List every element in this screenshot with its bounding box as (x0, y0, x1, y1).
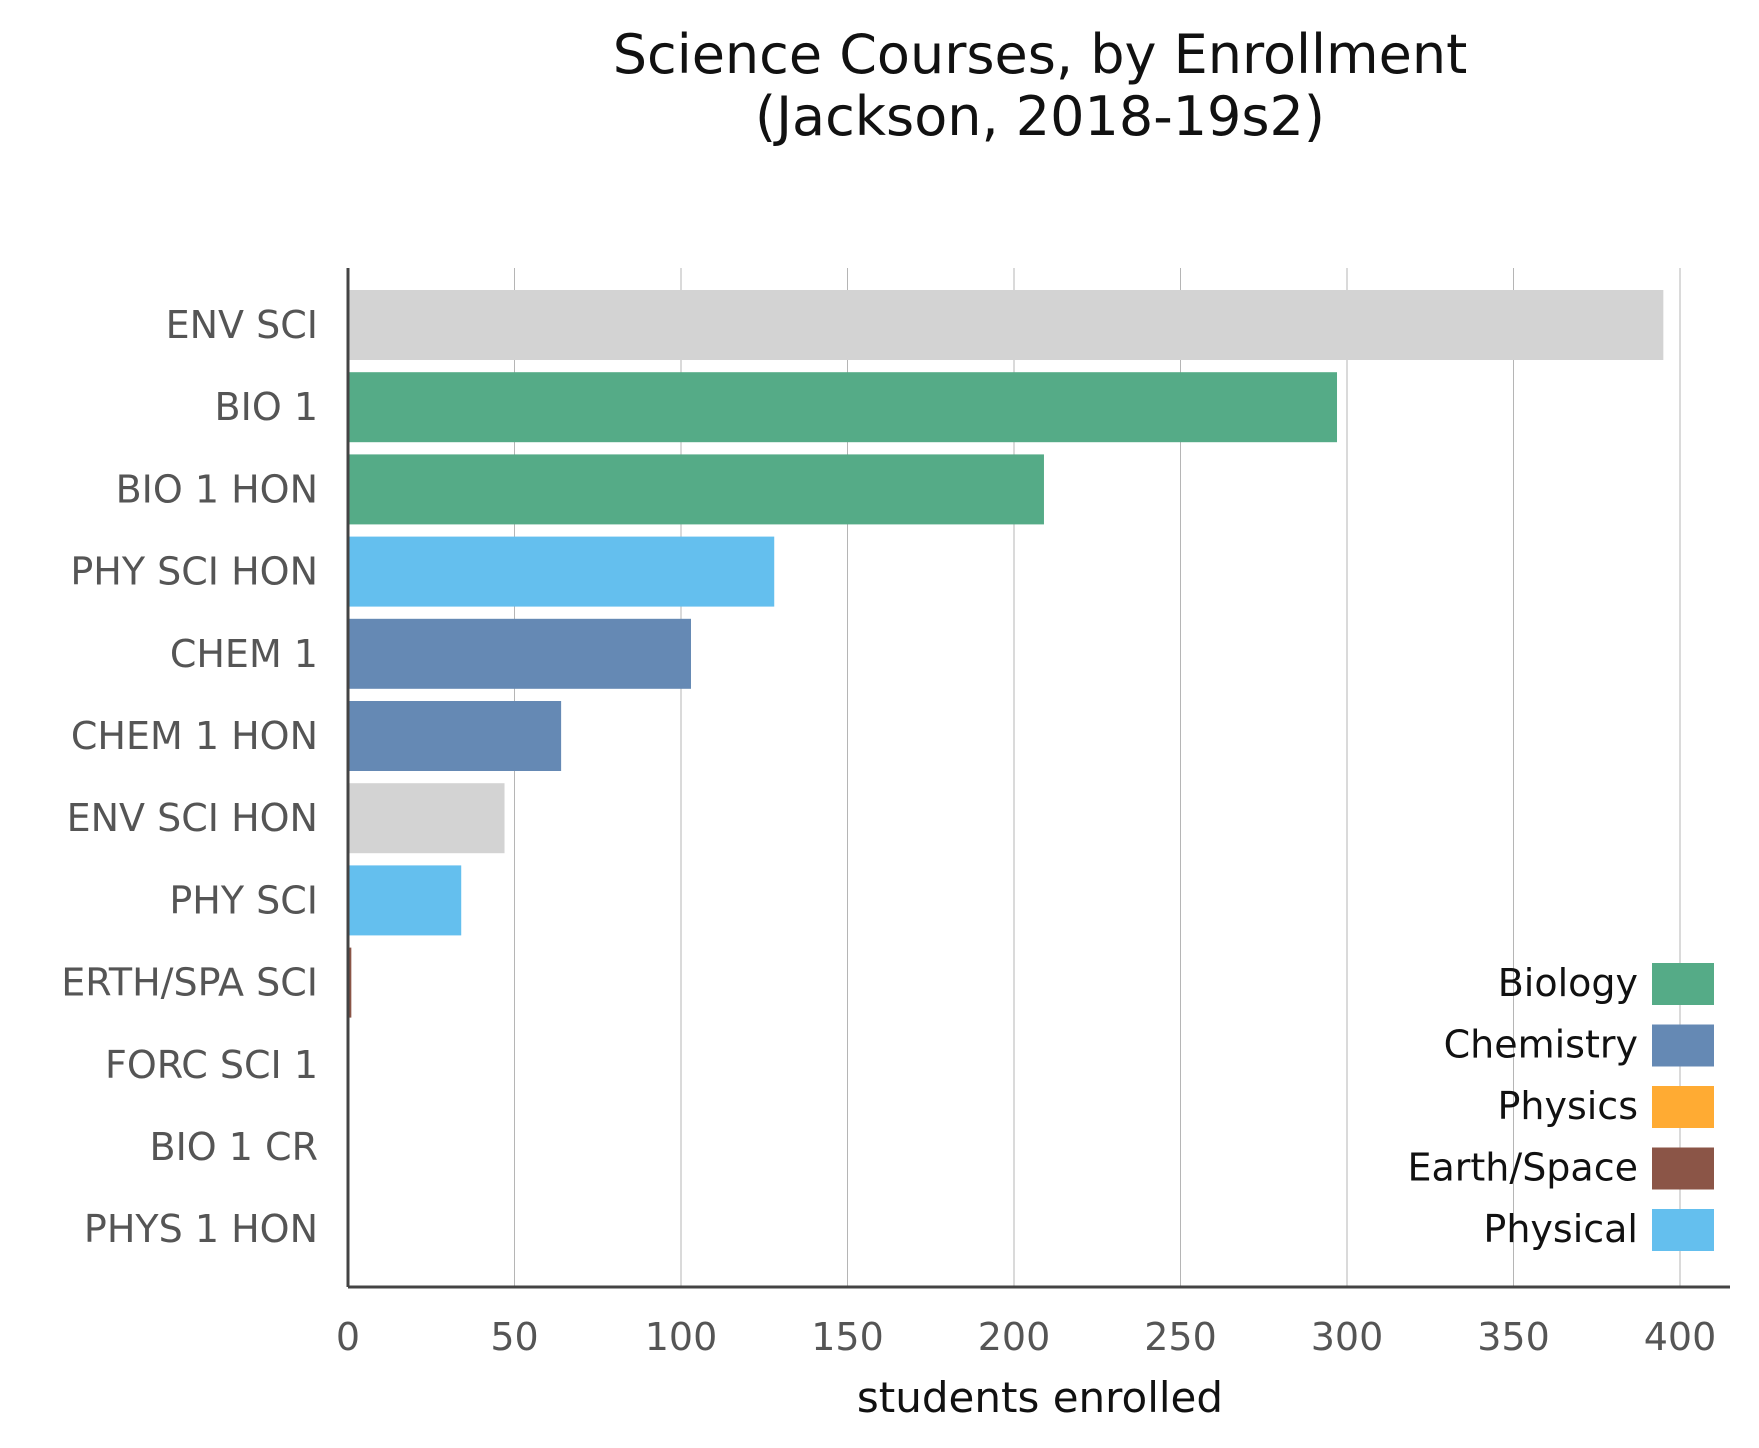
bar-4 (348, 536, 775, 607)
legend-swatch-3 (1652, 1086, 1714, 1128)
legend-label-5: Physical (1483, 1207, 1638, 1251)
bar-1 (348, 290, 1664, 360)
x-tick-label-100: 100 (645, 1315, 718, 1359)
category-label-8: PHY SCI (169, 878, 318, 922)
category-label-7: ENV SCI HON (67, 796, 318, 840)
legend-swatch-5 (1652, 1209, 1714, 1251)
x-tick-label-400: 400 (1644, 1315, 1717, 1359)
category-label-10: FORC SCI 1 (105, 1043, 318, 1087)
x-tick-label-250: 250 (1144, 1315, 1217, 1359)
category-label-5: CHEM 1 (170, 632, 318, 676)
legend-swatch-4 (1652, 1147, 1714, 1190)
x-tick-label-300: 300 (1311, 1315, 1384, 1359)
legend-label-4: Earth/Space (1407, 1146, 1638, 1190)
legend-label-2: Chemistry (1444, 1023, 1638, 1067)
category-label-11: BIO 1 CR (150, 1125, 318, 1169)
bar-5 (348, 618, 691, 689)
bar-8 (348, 865, 462, 936)
x-tick-label-0: 0 (336, 1315, 360, 1359)
bar-3 (348, 454, 1044, 525)
bar-9 (348, 947, 352, 1018)
category-label-9: ERTH/SPA SCI (61, 961, 318, 1005)
bars (348, 290, 1664, 1018)
chart-title-line-1: Science Courses, by Enrollment (612, 23, 1468, 86)
x-axis-label: students enrolled (857, 1373, 1223, 1422)
bar-7 (348, 783, 505, 854)
legend-label-1: Biology (1498, 961, 1638, 1005)
category-label-4: PHY SCI HON (70, 550, 318, 594)
category-labels: ENV SCI BIO 1 BIO 1 HON PHY SCI HON CHEM 1 CH… (61, 303, 318, 1251)
legend-swatch-1 (1652, 963, 1714, 1005)
category-label-2: BIO 1 (215, 385, 318, 429)
x-tick-label-350: 350 (1477, 1315, 1550, 1359)
category-label-1: ENV SCI (166, 303, 318, 347)
category-label-3: BIO 1 HON (116, 467, 318, 511)
category-label-6: CHEM 1 HON (71, 714, 318, 758)
x-tick-label-200: 200 (978, 1315, 1051, 1359)
legend-swatch-2 (1652, 1024, 1714, 1067)
legend: Biology Chemistry Physics Earth/Space Physic… (1407, 961, 1714, 1251)
bar-2 (348, 372, 1338, 443)
x-tick-label-50: 50 (490, 1315, 538, 1359)
chart-title-line-2: (Jackson, 2018-19s2) (755, 85, 1325, 148)
chart-title: Science Courses, by Enrollment (Jackson,… (0, 24, 1759, 148)
x-tick-labels: 0 50 100 150 200 250 300 350 400 (336, 1315, 1716, 1359)
bar-6 (348, 701, 562, 771)
legend-label-3: Physics (1497, 1084, 1638, 1128)
category-label-12: PHYS 1 HON (84, 1207, 318, 1251)
x-tick-label-150: 150 (811, 1315, 884, 1359)
